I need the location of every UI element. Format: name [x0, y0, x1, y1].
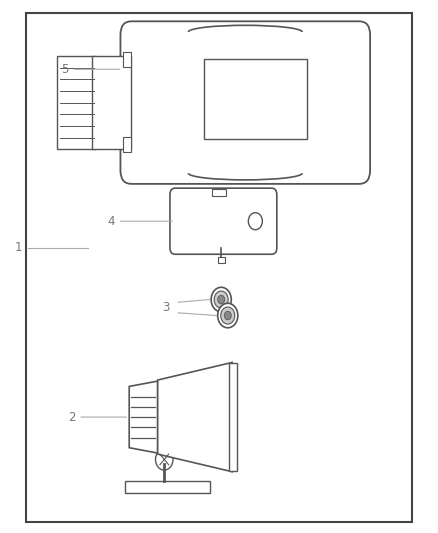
Polygon shape	[158, 362, 232, 472]
Bar	[92, 56, 131, 149]
Polygon shape	[129, 381, 158, 453]
Text: 2: 2	[68, 410, 127, 424]
Bar	[123, 52, 131, 67]
Circle shape	[214, 291, 228, 308]
Bar	[204, 59, 307, 139]
Bar	[26, 13, 412, 522]
Bar	[123, 137, 131, 152]
Bar	[212, 189, 226, 196]
Text: 4: 4	[107, 215, 173, 228]
Circle shape	[211, 287, 231, 312]
Bar	[229, 363, 237, 471]
FancyBboxPatch shape	[120, 21, 370, 184]
Circle shape	[221, 307, 235, 324]
Circle shape	[155, 449, 173, 470]
Circle shape	[218, 303, 238, 328]
Bar	[125, 481, 210, 493]
Bar	[218, 257, 225, 263]
Circle shape	[218, 295, 225, 304]
Text: 3: 3	[162, 301, 170, 314]
FancyBboxPatch shape	[170, 188, 277, 254]
Text: 5: 5	[61, 63, 120, 76]
Bar	[57, 56, 96, 149]
Circle shape	[248, 213, 262, 230]
Circle shape	[224, 311, 231, 320]
Text: 1: 1	[14, 241, 22, 254]
